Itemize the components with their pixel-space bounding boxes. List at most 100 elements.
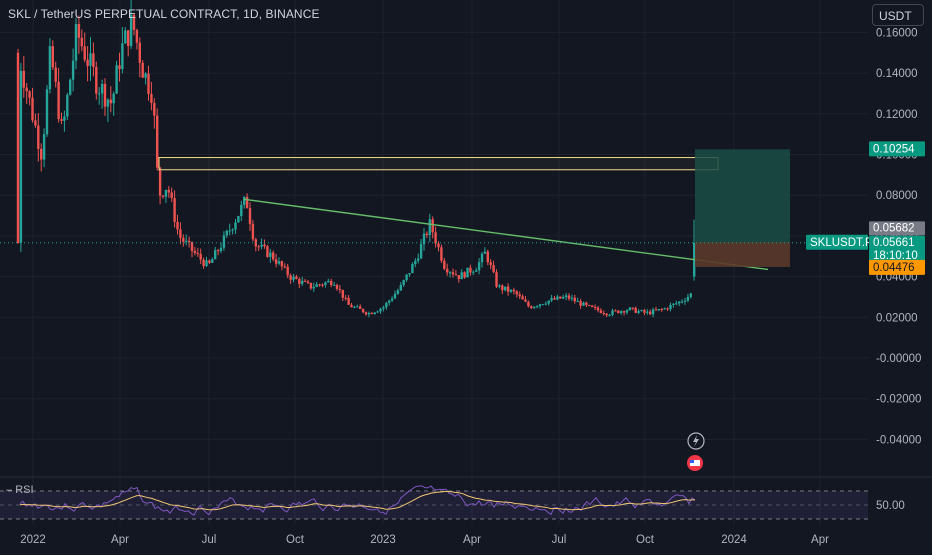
candle-body bbox=[359, 306, 362, 309]
time-tick-label: Oct bbox=[286, 534, 305, 546]
candle-body bbox=[280, 261, 284, 267]
candle-body bbox=[390, 298, 394, 301]
candle-body bbox=[95, 66, 98, 94]
rsi-indicator-label[interactable]: – RSI bbox=[6, 484, 34, 496]
candle-body bbox=[527, 301, 530, 307]
candle-body bbox=[138, 42, 141, 63]
candle-body bbox=[454, 274, 458, 276]
candle-body bbox=[373, 312, 376, 314]
candle-body bbox=[144, 73, 147, 78]
candle-body bbox=[347, 297, 350, 305]
candle-body bbox=[100, 83, 104, 94]
candle-body bbox=[243, 196, 246, 205]
candle-body bbox=[216, 250, 220, 252]
candle-body bbox=[675, 303, 678, 305]
candle-body bbox=[434, 232, 437, 244]
candle-body bbox=[498, 285, 501, 287]
candle-body bbox=[86, 59, 89, 66]
candle-body bbox=[103, 83, 107, 107]
candle-body bbox=[530, 306, 533, 309]
candle-body bbox=[109, 99, 112, 104]
candle-body bbox=[411, 263, 414, 274]
symbol-price-tag: SKLUSDT.P bbox=[806, 234, 873, 250]
candle-body bbox=[506, 286, 510, 292]
candle-body bbox=[164, 189, 168, 197]
stop-price-tag: 0.04476 bbox=[869, 259, 925, 275]
candle-body bbox=[25, 87, 28, 92]
candle-body bbox=[335, 284, 339, 289]
candle-body bbox=[634, 307, 637, 313]
candle-body bbox=[657, 309, 661, 311]
candle-body bbox=[608, 314, 611, 316]
candle-body bbox=[535, 306, 539, 308]
candle-body bbox=[176, 221, 179, 230]
candle-body bbox=[379, 308, 382, 312]
candle-body bbox=[399, 285, 402, 291]
candle-body bbox=[466, 267, 469, 278]
candle-body bbox=[196, 252, 199, 254]
candle-body bbox=[617, 310, 620, 314]
candle-body bbox=[193, 251, 197, 253]
candle-body bbox=[251, 223, 255, 240]
candle-body bbox=[257, 246, 260, 248]
candle-body bbox=[605, 313, 608, 316]
candle-body bbox=[22, 70, 25, 88]
candle-body bbox=[361, 308, 365, 313]
rsi-axis-value: 50.00 bbox=[876, 500, 905, 512]
candle-body bbox=[28, 91, 31, 98]
candle-body bbox=[286, 266, 289, 276]
candle-body bbox=[60, 119, 63, 121]
candle-body bbox=[564, 295, 568, 297]
candle-body bbox=[596, 307, 600, 311]
symbol-title[interactable]: SKL / TetherUS PERPETUAL CONTRACT, 1D, B… bbox=[8, 7, 320, 21]
candle-body bbox=[231, 229, 234, 231]
rsi-line bbox=[19, 485, 696, 517]
price-tick-label: -0.04000 bbox=[876, 434, 921, 446]
candle-body bbox=[567, 295, 571, 299]
candle-body bbox=[414, 260, 417, 264]
candle-body bbox=[289, 275, 292, 280]
candle-body bbox=[298, 278, 301, 284]
candle-body bbox=[524, 299, 527, 302]
candle-body bbox=[443, 260, 446, 269]
candle-body bbox=[187, 240, 191, 242]
candle-body bbox=[34, 120, 37, 126]
candle-body bbox=[237, 216, 240, 223]
candle-body bbox=[518, 294, 521, 297]
candle-body bbox=[260, 244, 263, 247]
time-tick-label: 2024 bbox=[721, 534, 747, 546]
candle-body bbox=[124, 30, 127, 44]
price-tick-label: -0.02000 bbox=[876, 394, 921, 406]
candle-body bbox=[553, 298, 556, 300]
candle-body bbox=[115, 65, 118, 94]
symbol-price-tag-bg bbox=[806, 234, 868, 250]
candle-body bbox=[475, 270, 478, 272]
candle-body bbox=[405, 274, 408, 281]
candle-body bbox=[533, 306, 536, 309]
candle-body bbox=[266, 246, 269, 257]
candle-body bbox=[356, 306, 359, 308]
candle-body bbox=[393, 293, 397, 299]
candle-body bbox=[69, 79, 72, 95]
candle-body bbox=[637, 311, 640, 313]
candle-body bbox=[51, 46, 54, 68]
candle-body bbox=[292, 276, 295, 280]
candle-body bbox=[156, 115, 159, 168]
candle-body bbox=[585, 302, 588, 306]
candle-body bbox=[504, 286, 507, 291]
countdown-tag-bg bbox=[869, 248, 925, 263]
currency-selector[interactable]: USDT bbox=[872, 4, 924, 26]
last-price-tag: 0.05661 bbox=[869, 235, 925, 250]
candle-body bbox=[153, 103, 156, 116]
candle-body bbox=[611, 310, 614, 315]
candle-body bbox=[202, 259, 205, 267]
candle-body bbox=[77, 23, 81, 38]
candle-body bbox=[353, 306, 356, 308]
time-tick-label: Jul bbox=[552, 534, 567, 546]
rsi-ma-line bbox=[19, 490, 695, 511]
candle-body bbox=[538, 304, 542, 307]
candle-body bbox=[161, 195, 165, 197]
candle-body bbox=[515, 291, 518, 295]
